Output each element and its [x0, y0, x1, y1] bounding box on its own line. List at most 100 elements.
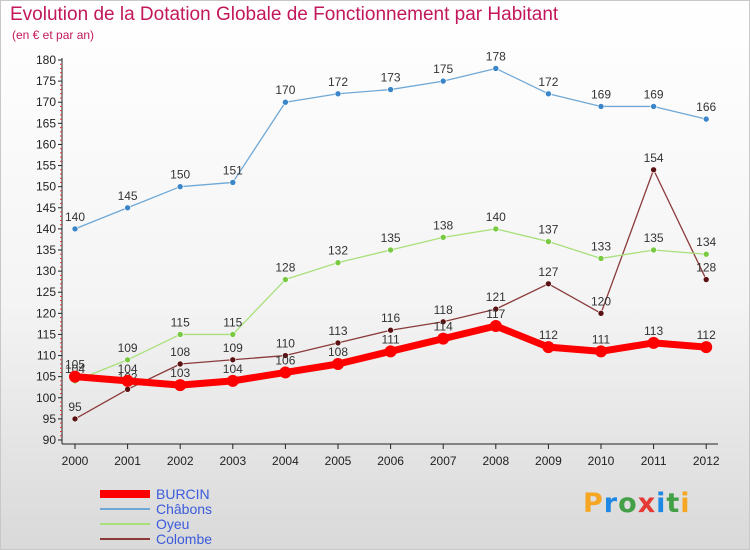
logo-letter: r: [603, 488, 619, 519]
legend-swatch: [100, 508, 150, 510]
data-label: 151: [223, 163, 243, 177]
data-point: [332, 358, 344, 370]
y-tick-label: 175: [36, 74, 56, 88]
data-point: [71, 225, 79, 233]
legend-swatch: [100, 523, 150, 525]
data-point: [545, 90, 552, 98]
x-tick-label: 2000: [62, 454, 89, 468]
data-label: 113: [328, 324, 347, 338]
data-point: [176, 360, 184, 368]
data-label: 133: [591, 239, 611, 253]
data-label: 140: [486, 210, 506, 224]
series-oyeu: 104 109 115 115 128 132 135 138 140 137 133 135 134: [65, 210, 717, 385]
legend-label: Oyeu: [156, 516, 190, 532]
data-point: [282, 98, 289, 106]
x-tick-label: 2012: [693, 454, 720, 468]
logo-letter: i: [656, 488, 667, 519]
data-point: [334, 90, 342, 98]
data-label: 166: [696, 100, 716, 114]
y-tick-label: 115: [37, 327, 56, 341]
data-label: 108: [170, 345, 190, 359]
data-point: [545, 280, 552, 288]
data-label: 132: [328, 244, 348, 258]
data-point: [595, 345, 607, 358]
y-tick-label: 90: [43, 433, 57, 447]
data-label: 109: [118, 341, 138, 355]
data-label: 154: [644, 151, 664, 165]
data-label: 169: [644, 87, 664, 101]
data-point: [282, 352, 289, 359]
data-label: 127: [538, 265, 558, 279]
data-label: 109: [223, 341, 243, 355]
y-tick-label: 105: [36, 370, 56, 384]
x-tick-label: 2005: [325, 454, 352, 468]
data-point: [229, 331, 237, 338]
data-point: [542, 341, 555, 354]
data-point: [279, 366, 292, 379]
data-point: [124, 386, 131, 393]
x-tick-label: 2006: [377, 454, 404, 468]
y-tick-label: 100: [36, 391, 56, 405]
data-point: [597, 103, 605, 110]
data-label: 115: [223, 315, 242, 329]
data-label: 145: [118, 189, 138, 203]
data-point: [334, 339, 342, 347]
data-point: [650, 246, 657, 254]
legend-label: Châbons: [156, 501, 213, 517]
data-point: [176, 331, 184, 338]
x-tick-label: 2008: [482, 454, 509, 468]
y-tick-label: 110: [37, 349, 56, 363]
y-tick-label: 145: [36, 201, 56, 215]
logo-letter: o: [618, 488, 638, 519]
data-point: [124, 204, 131, 212]
y-tick-label: 125: [36, 285, 56, 299]
data-label: 128: [275, 261, 295, 275]
y-tick-label: 120: [36, 306, 56, 320]
data-point: [121, 374, 134, 387]
data-label: 178: [486, 49, 506, 63]
proxiti-logo: Proxiti: [583, 488, 691, 519]
series-châbons: 140 145 150 151 170 172 173 175 178 172 169 169 166: [65, 49, 717, 233]
data-point: [597, 255, 605, 262]
data-label: 135: [644, 231, 664, 245]
data-point: [647, 336, 660, 349]
data-label: 95: [68, 400, 82, 414]
data-label: 121: [486, 290, 506, 304]
data-label: 116: [381, 311, 400, 325]
data-point: [174, 379, 187, 392]
y-tick-label: 140: [36, 222, 56, 236]
data-label: 104: [65, 362, 85, 376]
data-point: [176, 183, 184, 190]
data-point: [226, 374, 239, 387]
series-colombe: 95102108109110113116118121127120154128: [68, 151, 717, 423]
chart-title: Evolution de la Dotation Globale de Fonc…: [10, 4, 559, 25]
y-tick-label: 150: [36, 180, 56, 194]
data-point: [545, 238, 552, 245]
data-label: 111: [381, 332, 400, 346]
data-label: 112: [697, 328, 716, 342]
data-point: [437, 332, 450, 345]
data-label: 104: [223, 362, 243, 376]
data-point: [439, 77, 447, 85]
y-tick-label: 155: [36, 159, 56, 173]
data-point: [702, 250, 710, 258]
y-tick-label: 160: [36, 137, 56, 151]
y-tick-label: 130: [36, 264, 56, 278]
data-label: 104: [118, 362, 138, 376]
logo-letter: t: [666, 488, 681, 519]
data-point: [702, 276, 710, 283]
y-tick-label: 180: [36, 53, 56, 67]
data-point: [229, 179, 237, 186]
x-tick-label: 2001: [114, 454, 141, 468]
data-label: 172: [538, 75, 558, 89]
data-point: [124, 356, 131, 364]
x-tick-label: 2003: [219, 454, 246, 468]
y-tick-label: 170: [36, 95, 56, 109]
data-label: 134: [696, 235, 716, 249]
data-point: [650, 103, 657, 110]
data-label: 115: [171, 315, 190, 329]
legend-label: BURCIN: [156, 486, 210, 502]
data-point: [387, 86, 394, 93]
data-label: 113: [644, 324, 663, 338]
